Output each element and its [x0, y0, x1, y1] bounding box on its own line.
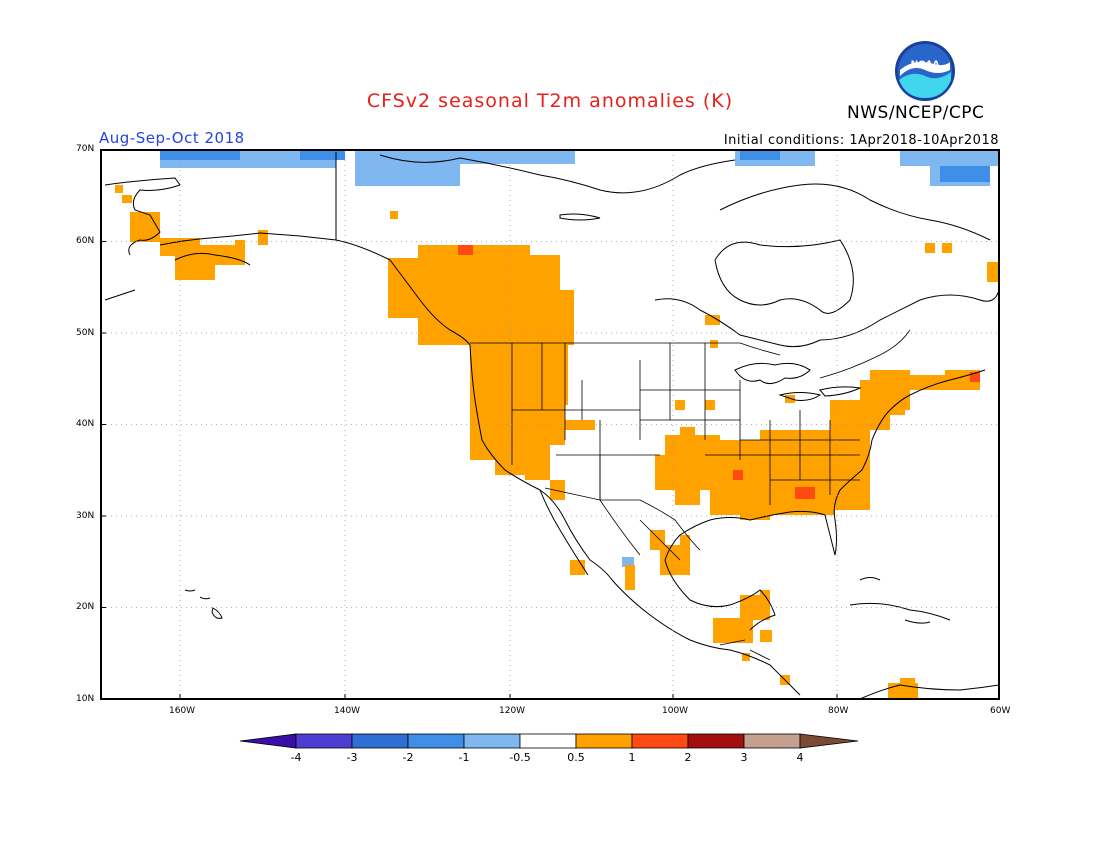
lat-label-60n: 60N	[76, 236, 95, 246]
lat-label-10n: 10N	[76, 694, 95, 704]
tick-marks	[101, 241, 838, 699]
colorbar-tick-label: 0.5	[567, 751, 585, 764]
colorbar-tick-label: 1	[628, 751, 636, 764]
moderate-cool-regions	[160, 150, 990, 182]
organization-label: NWS/NCEP/CPC	[847, 103, 985, 123]
colorbar-high-arrow	[799, 733, 859, 749]
colorbar-cell	[743, 733, 801, 749]
lat-label-50n: 50N	[76, 328, 95, 338]
colorbar	[239, 733, 859, 749]
colorbar-cell	[519, 733, 577, 749]
noaa-logo-text: NOAA	[911, 60, 940, 70]
colorbar-cell	[687, 733, 745, 749]
season-label: Aug-Sep-Oct 2018	[99, 129, 245, 147]
lon-label-60w: 60W	[990, 706, 1011, 716]
colorbar-tick-label: -4	[290, 751, 302, 764]
colorbar-tick-label: -0.5	[509, 751, 531, 764]
lon-label-120w: 120W	[499, 706, 526, 716]
colorbar-cell	[575, 733, 633, 749]
lon-label-100w: 100W	[662, 706, 689, 716]
lon-label-80w: 80W	[828, 706, 849, 716]
colorbar-cell	[631, 733, 689, 749]
lat-label-40n: 40N	[76, 419, 95, 429]
colorbar-tick-label: -3	[346, 751, 358, 764]
coastlines	[104, 152, 999, 699]
colorbar-tick-label: -2	[402, 751, 414, 764]
lon-label-160w: 160W	[169, 706, 196, 716]
initial-conditions: Initial conditions: 1Apr2018-10Apr2018	[723, 133, 999, 148]
colorbar-cell	[295, 733, 353, 749]
lat-label-20n: 20N	[76, 602, 95, 612]
lat-label-70n: 70N	[76, 144, 95, 154]
noaa-logo: NOAA	[895, 41, 955, 101]
strong-warm-regions	[458, 245, 980, 499]
colorbar-tick-label: -1	[458, 751, 470, 764]
colorbar-tick-label: 3	[740, 751, 748, 764]
colorbar-cell	[351, 733, 409, 749]
colorbar-cell	[407, 733, 465, 749]
map-title: CFSv2 seasonal T2m anomalies (K)	[366, 90, 734, 112]
colorbar-low-arrow	[239, 733, 297, 749]
colorbar-tick-label: 2	[684, 751, 692, 764]
colorbar-cell	[463, 733, 521, 749]
lon-label-140w: 140W	[334, 706, 361, 716]
political-borders	[470, 329, 911, 661]
colorbar-tick-label: 4	[796, 751, 804, 764]
lat-label-30n: 30N	[76, 511, 95, 521]
